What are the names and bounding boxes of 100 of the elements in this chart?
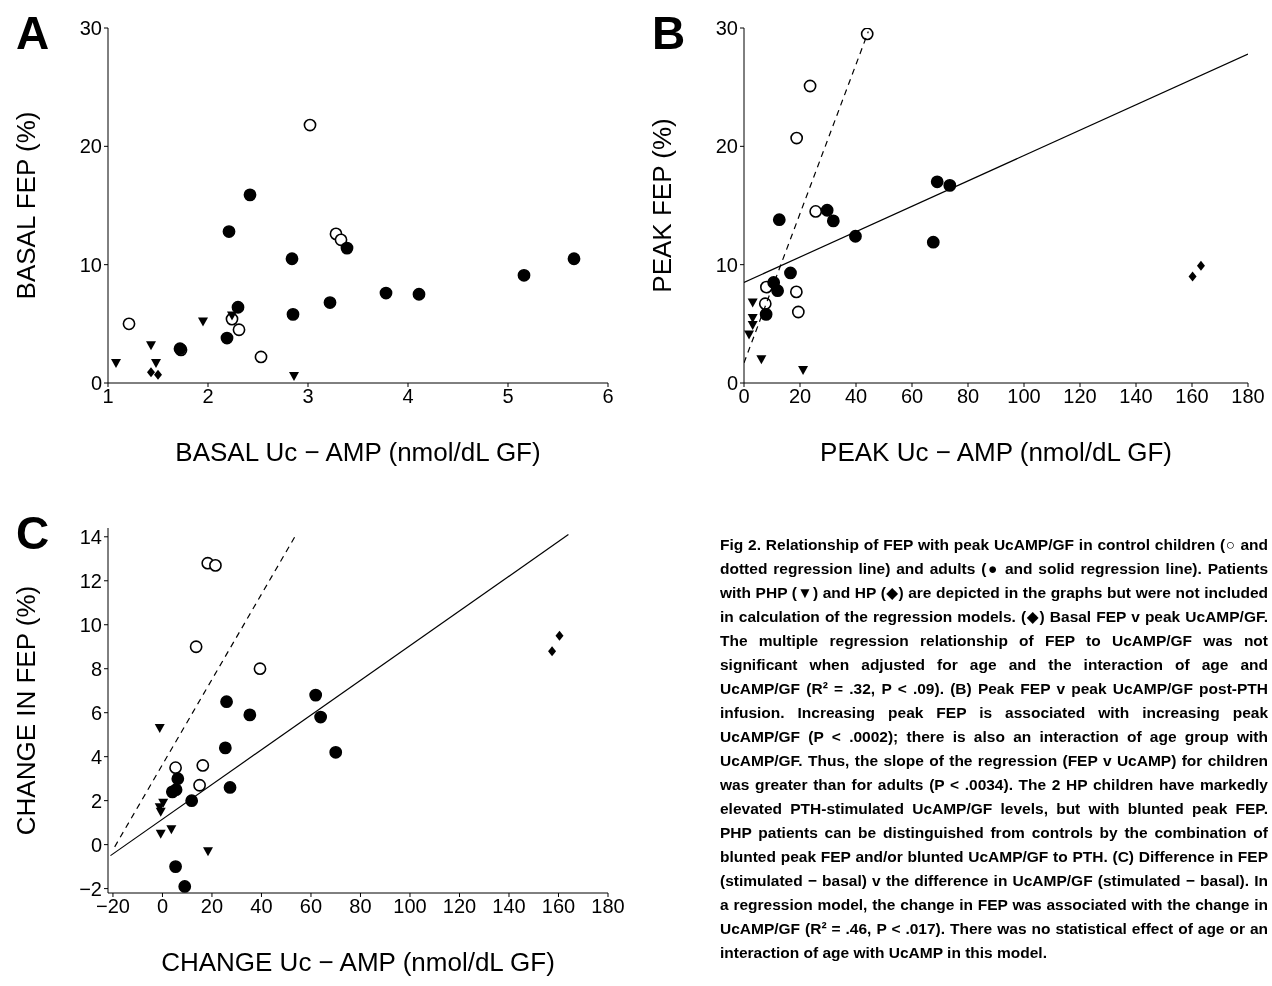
point bbox=[747, 321, 758, 331]
x-tick-label: 140 bbox=[492, 895, 526, 918]
point bbox=[243, 708, 257, 722]
point bbox=[243, 188, 257, 202]
y-tick-label: 0 bbox=[90, 833, 102, 856]
point bbox=[289, 371, 299, 381]
point bbox=[198, 317, 208, 327]
x-tick-label: 3 bbox=[302, 385, 314, 408]
point bbox=[926, 235, 940, 249]
x-tick-label: 80 bbox=[349, 895, 372, 918]
point bbox=[218, 741, 232, 755]
y-tick-label: 10 bbox=[715, 253, 738, 276]
point bbox=[930, 175, 944, 189]
point bbox=[798, 365, 809, 375]
x-tick-label: 0 bbox=[156, 895, 169, 918]
point bbox=[303, 118, 317, 132]
point bbox=[146, 341, 156, 351]
x-tick-label: 140 bbox=[1119, 385, 1153, 408]
point bbox=[155, 807, 166, 817]
x-tick-label: 120 bbox=[1063, 385, 1097, 408]
x-tick-label: 160 bbox=[541, 895, 576, 918]
point bbox=[169, 783, 183, 797]
point bbox=[154, 724, 165, 734]
y-tick-label: 12 bbox=[79, 569, 102, 592]
point bbox=[231, 300, 245, 314]
point bbox=[223, 781, 237, 794]
point bbox=[517, 268, 531, 282]
x-axis-title: PEAK Uc − AMP (nmol/dL GF) bbox=[820, 437, 1172, 467]
point bbox=[122, 317, 136, 331]
y-tick-label: 20 bbox=[79, 135, 102, 158]
point bbox=[209, 558, 222, 572]
point bbox=[759, 307, 773, 321]
point bbox=[771, 284, 784, 298]
point bbox=[849, 229, 862, 243]
point bbox=[555, 630, 564, 641]
point bbox=[1196, 260, 1205, 271]
x-tick-label: 180 bbox=[591, 895, 625, 918]
y-tick-label: 6 bbox=[90, 701, 102, 724]
point bbox=[169, 761, 182, 775]
x-tick-label: 120 bbox=[442, 895, 477, 918]
x-tick-label: 20 bbox=[788, 385, 812, 408]
point bbox=[809, 205, 823, 218]
point bbox=[323, 296, 337, 309]
chart-title: B bbox=[652, 7, 686, 59]
point bbox=[189, 640, 203, 654]
chart-title: A bbox=[16, 7, 50, 59]
x-tick-label: 100 bbox=[1007, 385, 1041, 408]
y-tick-label: 8 bbox=[90, 657, 102, 680]
point bbox=[860, 28, 874, 41]
point bbox=[314, 710, 328, 724]
point bbox=[155, 829, 166, 839]
point bbox=[147, 367, 155, 378]
point bbox=[171, 772, 185, 786]
x-tick-label: 5 bbox=[502, 385, 514, 408]
point bbox=[820, 203, 834, 217]
chart-title: C bbox=[16, 507, 50, 559]
point bbox=[286, 307, 300, 321]
point bbox=[154, 369, 162, 380]
y-tick-label: 4 bbox=[90, 745, 102, 768]
point bbox=[789, 285, 803, 299]
x-tick-label: 4 bbox=[402, 385, 414, 408]
y-axis-title: PEAK FEP (%) bbox=[647, 118, 678, 293]
point bbox=[756, 355, 767, 365]
text: Fig 2. Relationship of FEP with peak UcAMP/GF in control children (○ and dotted regression line) and adults (● and solid regression line). Patients with PHP (▼) and HP (◆) are depicted in the graphs but were not included in calculation of the regression models. (◆) Basal FEP v peak UcAMP/GF. The multiple regression relationship of FEP to UcAMP/GF was not significant when adjusted for age and the interaction of age and UcAMP/GF (R² = .32, P < .09). (B) Peak FEP v peak UcAMP/GF post-PTH infusion. Increasing peak FEP is associated with increasing peak UcAMP/GF (P < .0002); there is also an interaction of age group with UcAMP/GF. Thus, the slope of the regression (FEP v UcAMP) for children was greater than for adults (P < .0034). The 2 HP children have markedly elevated PTH-stimulated UcAMP/GF levels, but with blunted peak FEP. PHP patients can be distinguished from controls by the combination of blunted peak FEP and/or blunted UcAMP/GF to PTH. (C) Difference in FEP (stimulated − basal) v the difference in UcAMP/GF (stimulated − basal). In a regression model, the change in FEP was associated with the change in UcAMP/GF (R² = .46, P < .017). There was no statistical effect of age or an interaction of age with UcAMP in this model. bbox=[720, 536, 1268, 961]
point bbox=[285, 252, 299, 266]
point bbox=[151, 358, 161, 368]
x-tick-label: 160 bbox=[1175, 385, 1209, 408]
y-tick-label: 2 bbox=[90, 789, 102, 812]
x-tick-label: 40 bbox=[844, 385, 868, 408]
point bbox=[791, 305, 805, 319]
point bbox=[222, 225, 236, 238]
point bbox=[220, 331, 234, 345]
x-tick-label: 180 bbox=[1231, 385, 1265, 408]
point bbox=[744, 330, 755, 340]
point bbox=[790, 131, 804, 145]
y-tick-label: 30 bbox=[79, 17, 102, 40]
y-tick-label: 10 bbox=[79, 613, 102, 636]
point bbox=[111, 358, 121, 368]
point bbox=[203, 847, 213, 857]
x-tick-label: 60 bbox=[299, 895, 323, 918]
point bbox=[772, 213, 786, 227]
y-tick-label: 14 bbox=[79, 525, 102, 548]
x-tick-label: 2 bbox=[202, 385, 214, 408]
y-tick-label: 10 bbox=[79, 253, 102, 276]
point bbox=[548, 646, 557, 657]
point bbox=[379, 286, 393, 300]
x-tick-label: 6 bbox=[602, 385, 614, 408]
point bbox=[1188, 271, 1197, 282]
point bbox=[178, 880, 192, 893]
x-tick-label: 1 bbox=[102, 385, 114, 408]
x-tick-label: 80 bbox=[956, 385, 980, 408]
x-axis-title: CHANGE Uc − AMP (nmol/dL GF) bbox=[161, 947, 555, 977]
y-axis-title: BASAL FEP (%) bbox=[11, 111, 42, 300]
point bbox=[803, 79, 817, 93]
x-axis-title: BASAL Uc − AMP (nmol/dL GF) bbox=[175, 437, 541, 467]
point bbox=[196, 759, 210, 772]
point bbox=[784, 266, 797, 280]
point bbox=[340, 241, 354, 255]
point bbox=[193, 778, 206, 792]
point bbox=[309, 688, 323, 702]
